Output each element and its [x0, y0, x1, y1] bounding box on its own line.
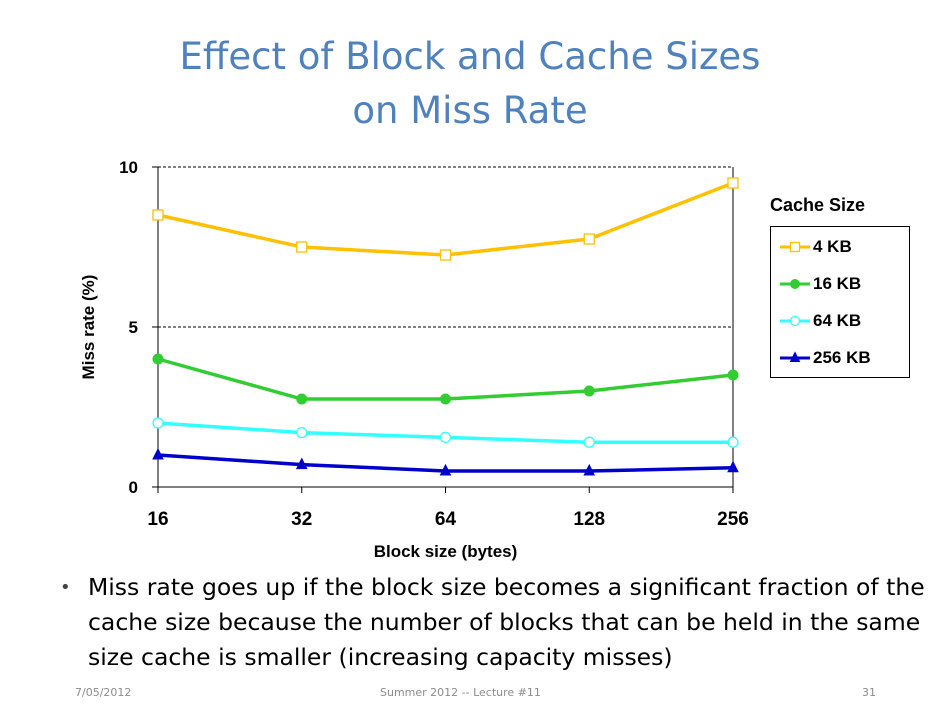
- legend-swatch: [780, 241, 810, 253]
- legend-swatch-marker: [789, 351, 801, 362]
- series-line: [157, 181, 734, 257]
- bullet-point: • Miss rate goes up if the block size be…: [60, 570, 930, 675]
- bullet-text: Miss rate goes up if the block size beco…: [88, 573, 925, 671]
- legend-label: 16 KB: [813, 274, 862, 293]
- data-point: [583, 385, 595, 397]
- data-point: [583, 436, 595, 448]
- legend-label: 256 KB: [813, 348, 871, 367]
- legend-title: Cache Size: [770, 195, 866, 215]
- slide-title-line2: on Miss Rate: [352, 89, 588, 132]
- data-point: [296, 426, 308, 439]
- x-axis-label: Block size (bytes): [374, 542, 518, 561]
- x-tick-label: 32: [291, 509, 312, 530]
- bullet-icon: •: [60, 577, 71, 598]
- legend: 4 KB 16 KB 64 KB 256 KB: [770, 226, 910, 378]
- legend-swatch: [780, 351, 810, 362]
- legend-item: 64 KB: [779, 308, 861, 334]
- legend-item: 256 KB: [779, 345, 871, 371]
- legend-swatch: [780, 315, 810, 327]
- legend-swatch: [780, 279, 810, 289]
- data-point: [439, 431, 452, 444]
- y-tick-label: 10: [119, 158, 138, 177]
- data-point: [727, 460, 739, 473]
- x-tick-label: 64: [435, 509, 457, 530]
- data-point: [440, 393, 451, 405]
- data-point: [295, 457, 308, 470]
- data-point: [296, 241, 308, 253]
- x-tick-label: 128: [573, 509, 605, 530]
- legend-swatch-marker: [789, 241, 801, 253]
- data-point: [296, 393, 308, 405]
- data-point: [439, 463, 452, 476]
- footer-lecture: Summer 2012 -- Lecture #11: [380, 686, 541, 699]
- data-point: [152, 417, 164, 429]
- data-point: [727, 436, 739, 448]
- legend-label: 4 KB: [813, 237, 852, 256]
- x-tick-label: 256: [717, 509, 749, 530]
- legend-item: 16 KB: [779, 271, 861, 297]
- data-point: [152, 447, 164, 460]
- slide-title: Effect of Block and Cache Sizes on Miss …: [0, 30, 940, 138]
- series-line: [157, 357, 734, 401]
- data-point: [152, 209, 164, 221]
- data-point: [727, 177, 739, 189]
- footer-page-number: 31: [862, 686, 876, 699]
- legend-swatch-marker: [790, 279, 800, 289]
- y-axis-label: Miss rate (%): [79, 275, 98, 380]
- legend-swatch-marker: [789, 315, 801, 327]
- data-point: [152, 353, 164, 365]
- y-tick-label: 0: [129, 478, 138, 497]
- data-point: [439, 249, 452, 261]
- data-point: [727, 369, 739, 381]
- slide-title-line1: Effect of Block and Cache Sizes: [179, 35, 761, 78]
- x-tick-label: 16: [147, 509, 168, 530]
- legend-label: 64 KB: [813, 311, 862, 330]
- footer-date: 7/05/2012: [75, 686, 132, 699]
- data-point: [583, 463, 596, 476]
- legend-item: 4 KB: [779, 234, 852, 260]
- y-tick-label: 5: [129, 318, 138, 337]
- data-point: [583, 233, 595, 245]
